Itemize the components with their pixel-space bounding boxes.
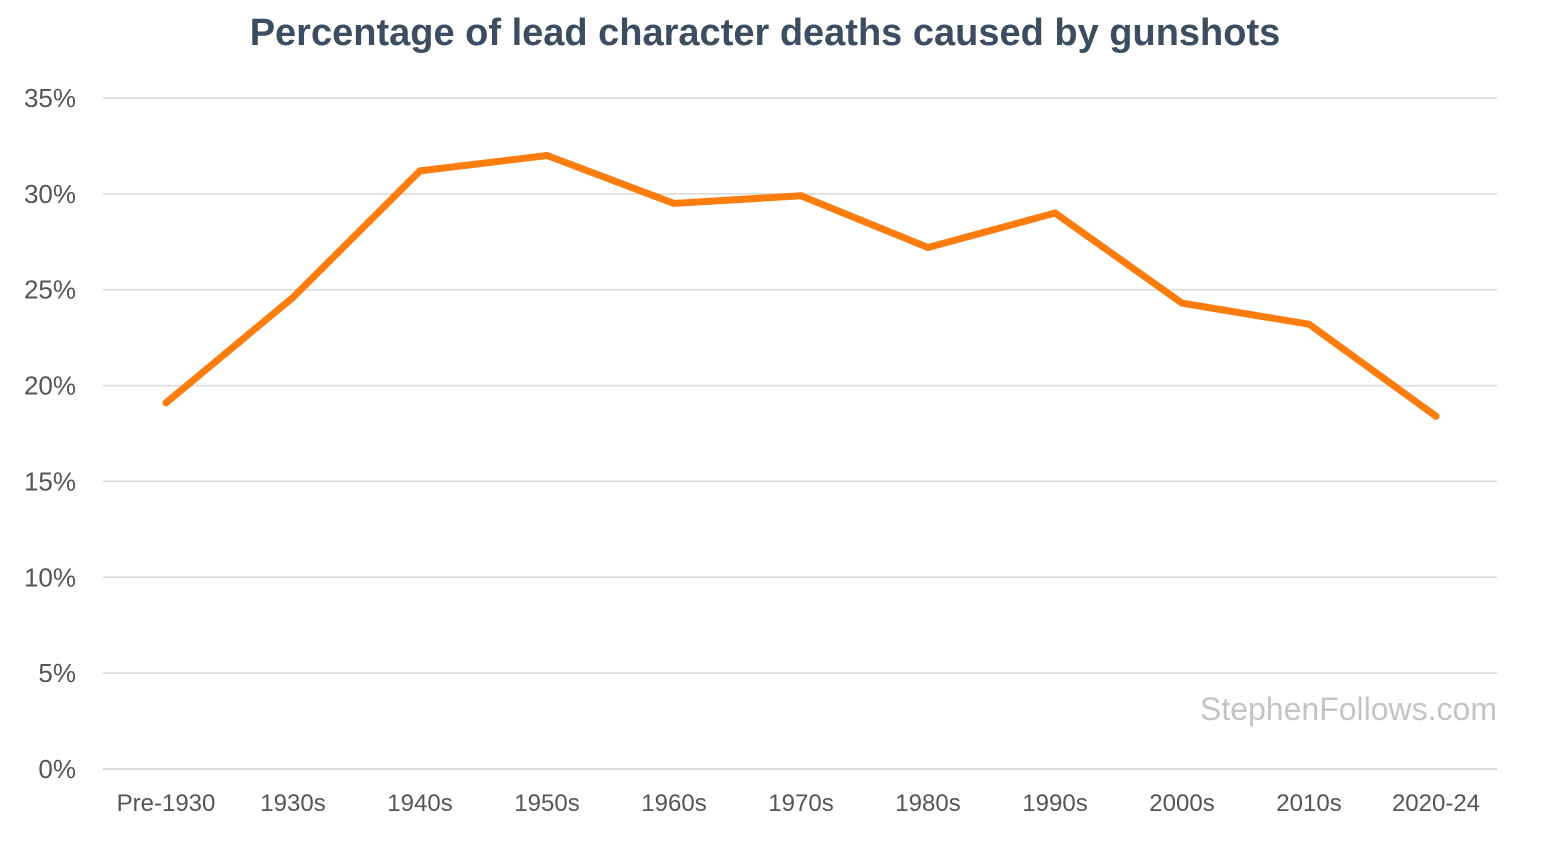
x-tick-label: 1980s <box>895 790 960 817</box>
data-point <box>543 152 551 160</box>
data-point <box>162 399 170 407</box>
x-axis-tick-labels: Pre-1930 1930s 1940s 1950s 1960s 1970s 1980s 19… <box>117 790 1480 817</box>
data-point <box>289 293 297 301</box>
data-point <box>1051 209 1059 217</box>
y-tick-label: 35% <box>24 83 76 113</box>
x-tick-label: 1960s <box>641 790 706 817</box>
data-point <box>924 244 932 252</box>
x-tick-label: 1990s <box>1022 790 1087 817</box>
data-point <box>1305 320 1313 328</box>
y-axis-tick-labels: 0% 5% 10% 15% 20% 25% 30% 35% <box>24 83 76 784</box>
data-point <box>797 192 805 200</box>
y-tick-label: 0% <box>38 754 76 784</box>
x-tick-label: 1940s <box>387 790 452 817</box>
y-tick-label: 30% <box>24 179 76 209</box>
x-tick-label: 2000s <box>1149 790 1214 817</box>
x-tick-label: 1950s <box>514 790 579 817</box>
y-tick-label: 10% <box>24 562 76 592</box>
watermark: StephenFollows.com <box>1200 691 1497 727</box>
chart-title: Percentage of lead character deaths caus… <box>249 12 1281 54</box>
x-tick-label: 1970s <box>768 790 833 817</box>
x-tick-label: 2020-24 <box>1392 790 1480 817</box>
gridlines <box>103 97 1497 770</box>
data-point <box>1432 412 1440 420</box>
y-tick-label: 15% <box>24 466 76 496</box>
data-point <box>670 199 678 207</box>
x-tick-label: 1930s <box>260 790 325 817</box>
y-tick-label: 5% <box>38 658 76 688</box>
data-point <box>416 167 424 175</box>
y-tick-label: 20% <box>24 371 76 401</box>
x-tick-label: 2010s <box>1276 790 1341 817</box>
x-tick-label: Pre-1930 <box>117 790 216 817</box>
series-group <box>162 152 1440 420</box>
y-tick-label: 25% <box>24 275 76 305</box>
data-point <box>1178 299 1186 307</box>
